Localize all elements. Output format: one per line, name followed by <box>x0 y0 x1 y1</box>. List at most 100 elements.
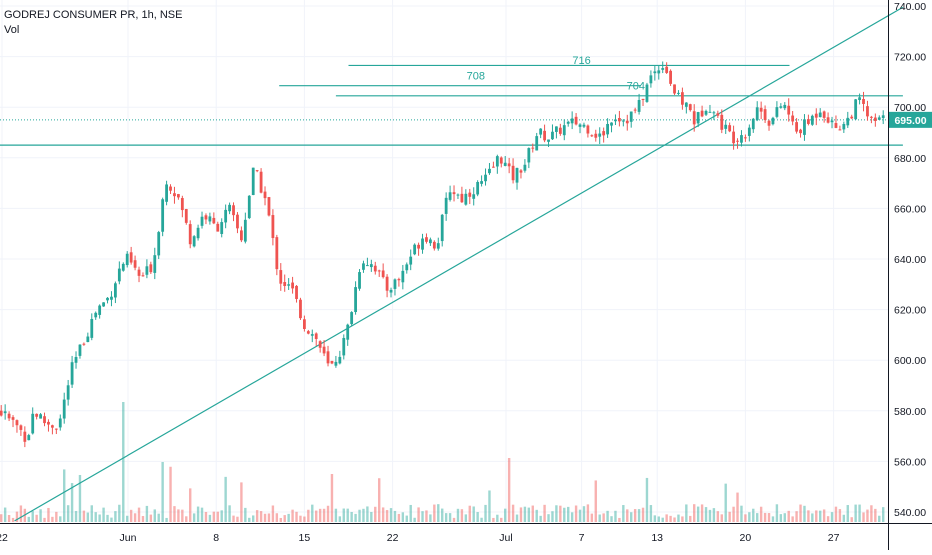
volume-bar <box>346 508 349 522</box>
volume-bar <box>752 508 755 522</box>
volume-bar <box>51 516 54 522</box>
candle-body <box>145 266 149 275</box>
candle-body <box>641 98 645 100</box>
volume-bars <box>0 402 885 522</box>
volume-bar <box>287 513 290 522</box>
candle-body <box>645 84 649 102</box>
volume-bar <box>19 505 23 522</box>
volume-bar <box>330 474 334 522</box>
volume-bar <box>192 513 196 522</box>
volume-bar <box>78 474 82 522</box>
volume-bar <box>437 504 440 522</box>
volume-bar <box>0 514 3 522</box>
volume-bar <box>401 512 405 522</box>
volume-bar <box>842 514 846 522</box>
volume-bar <box>98 514 101 522</box>
candle-body <box>267 197 271 216</box>
candle-body <box>389 289 393 293</box>
volume-bar <box>500 517 503 522</box>
drawn-lines[interactable] <box>0 6 904 522</box>
volume-bar <box>586 504 590 522</box>
candle-body <box>121 263 125 271</box>
candle-body <box>342 337 346 356</box>
candle-body <box>405 264 409 271</box>
candle-body <box>602 131 606 136</box>
volume-bar <box>145 505 149 522</box>
volume-bar <box>43 517 46 522</box>
candle-body <box>173 193 176 197</box>
candle-body <box>236 214 239 229</box>
candle-body <box>54 428 58 430</box>
volume-bar <box>153 509 156 522</box>
candle-body <box>562 125 566 136</box>
candle-body <box>476 182 480 195</box>
volume-bar <box>740 505 743 522</box>
candle-body <box>0 410 3 416</box>
candle-body <box>618 118 621 122</box>
candle-body <box>881 115 885 119</box>
volume-bar <box>657 516 660 522</box>
volume-bar <box>641 507 645 522</box>
candle-body <box>854 99 858 120</box>
candle-body <box>468 192 472 197</box>
candle-body <box>846 117 850 126</box>
candle-body <box>196 227 200 239</box>
candle-body <box>570 118 574 124</box>
candle-body <box>354 287 357 313</box>
volume-bar <box>736 492 739 522</box>
y-tick-label: 660.00 <box>894 203 926 215</box>
volume-bar <box>574 505 578 522</box>
candle-body <box>78 344 82 356</box>
candle-body <box>566 121 570 124</box>
volume-bar <box>244 507 247 522</box>
candle-body <box>696 112 700 124</box>
volume-bar <box>492 517 495 522</box>
volume-bar <box>582 506 586 522</box>
volume-bar <box>137 507 141 522</box>
candle-body <box>657 70 661 74</box>
candle-body <box>814 113 818 118</box>
volume-bar <box>496 514 499 522</box>
volume-bar <box>484 504 487 522</box>
volume-bar <box>421 511 424 522</box>
candle-body <box>488 168 491 174</box>
candle-body <box>759 107 763 112</box>
candle-body <box>649 75 653 84</box>
trendline <box>14 6 904 522</box>
candle-body <box>318 341 322 348</box>
candle-body <box>94 312 98 318</box>
candle-body <box>484 174 487 182</box>
volume-bar <box>248 517 251 522</box>
candle-body <box>606 123 609 135</box>
candle-body <box>330 360 334 364</box>
volume-bar <box>791 516 794 522</box>
candle-body <box>247 195 251 219</box>
candle-body <box>7 413 11 419</box>
candle-body <box>712 112 716 114</box>
volume-bar <box>311 504 314 522</box>
volume-bar <box>59 516 62 522</box>
x-tick-label: 15 <box>299 532 311 544</box>
candle-body <box>338 356 342 364</box>
candle-body <box>547 139 550 142</box>
candle-body <box>397 279 401 281</box>
candle-body <box>224 209 228 223</box>
candle-body <box>747 127 751 136</box>
volume-bar <box>185 516 188 522</box>
candle-body <box>322 346 326 354</box>
candle-body <box>157 232 161 256</box>
volume-bar <box>594 480 597 522</box>
candle-body <box>165 184 168 202</box>
candle-body <box>114 283 117 298</box>
candle-body <box>456 194 460 196</box>
volume-bar <box>700 504 704 522</box>
candle-body <box>377 270 381 272</box>
y-tick-label: 580.00 <box>894 406 926 418</box>
candle-body <box>515 167 519 183</box>
candle-body <box>200 216 204 226</box>
candle-body <box>539 128 543 135</box>
volume-bar <box>704 507 708 522</box>
volume-bar <box>315 510 318 522</box>
